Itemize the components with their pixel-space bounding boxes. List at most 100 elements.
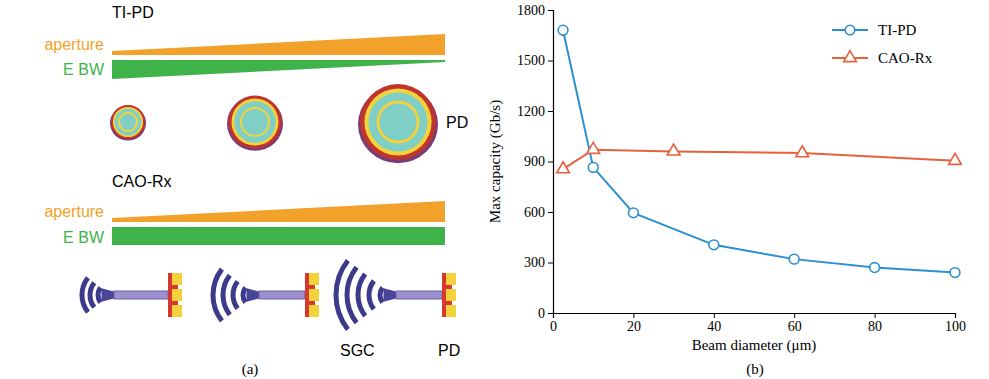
grating-arc: [380, 288, 383, 303]
x-tick: 60: [788, 313, 802, 334]
pd-outer: [228, 95, 281, 148]
y-tick: 0: [538, 306, 553, 321]
y-tick-mark: [548, 111, 553, 112]
waveguide: [259, 291, 305, 299]
x-tick: 40: [707, 313, 721, 334]
series-marker: [587, 142, 600, 153]
grating-arc: [213, 269, 222, 321]
pd-pad: [446, 305, 456, 317]
grating-arc: [369, 281, 374, 309]
pd-label: PD: [438, 342, 460, 359]
y-tick-label: 1200: [517, 104, 545, 119]
y-tick-label: 300: [524, 255, 545, 270]
x-tick-label: 80: [868, 319, 882, 334]
pd-pad: [446, 273, 456, 285]
y-tick-label: 900: [524, 154, 545, 169]
x-tick-mark: [875, 313, 876, 318]
y-axis-title: Max capacity (Gb/s): [487, 100, 504, 223]
pd-ring: [378, 102, 418, 142]
y-axis: 0300600900120015001800: [517, 3, 554, 321]
panel-label: (b): [746, 361, 764, 378]
pd-pad: [309, 305, 319, 317]
row-title: TI-PD: [112, 4, 154, 21]
series-marker: [629, 208, 639, 218]
x-tick-label: 60: [788, 319, 802, 334]
legend-label: TI-PD: [878, 22, 916, 38]
series-marker: [870, 263, 880, 273]
ebw-label: E BW: [63, 61, 105, 78]
x-tick: 0: [550, 313, 557, 334]
pd-active: [115, 109, 142, 136]
x-tick-label: 20: [627, 319, 641, 334]
pd-pad: [172, 289, 182, 301]
grating-arc: [98, 288, 101, 303]
series-marker: [950, 268, 960, 278]
panel-label: (a): [242, 361, 259, 378]
legend-item: CAO-Rx: [832, 50, 933, 66]
legend-marker: [844, 51, 857, 62]
pd-contact: [231, 98, 278, 145]
series-marker: [667, 144, 680, 155]
y-tick-label: 0: [538, 306, 545, 321]
y-tick: 1800: [517, 3, 553, 18]
pd-contact: [113, 107, 143, 137]
y-tick: 1200: [517, 104, 553, 119]
series-marker: [709, 240, 719, 250]
legend-label: CAO-Rx: [878, 50, 933, 66]
pd-ring: [241, 108, 269, 136]
pd-icon: [358, 84, 438, 163]
pd-active: [234, 101, 275, 142]
panel-a: TI-PDapertureE BWPDCAO-RxapertureE BWSGC…: [44, 4, 468, 378]
figure: TI-PDapertureE BWPDCAO-RxapertureE BWSGC…: [0, 0, 989, 379]
legend-marker: [845, 25, 854, 34]
ebw-bar: [112, 227, 445, 245]
y-tick-label: 600: [524, 205, 545, 220]
x-tick-mark: [794, 313, 795, 318]
aperture-label: aperture: [44, 203, 104, 220]
y-tick-mark: [548, 212, 553, 213]
series-marker: [789, 254, 799, 264]
series-marker: [949, 153, 962, 164]
series-marker: [588, 163, 598, 173]
plot-marks: [557, 25, 962, 277]
ebw-wedge: [112, 60, 445, 79]
sgc-device: [213, 269, 319, 321]
legend: TI-PD CAO-Rx: [832, 22, 933, 66]
aperture-label: aperture: [44, 36, 104, 53]
y-tick-mark: [548, 263, 553, 264]
grating-arc: [233, 281, 238, 308]
pd-icon: [227, 95, 283, 150]
waveguide: [114, 291, 168, 299]
ebw-label: E BW: [63, 229, 105, 246]
x-tick-mark: [955, 313, 956, 318]
pd-pad: [309, 289, 319, 301]
y-tick: 900: [524, 154, 553, 169]
grating-arc: [243, 288, 246, 303]
x-tick-label: 0: [550, 319, 557, 334]
grating-arc: [82, 278, 88, 312]
series-marker: [557, 162, 570, 173]
grating-arc: [358, 274, 365, 316]
series-line: [563, 30, 955, 272]
y-tick: 300: [524, 255, 553, 270]
pd-active: [368, 92, 427, 151]
series-marker: [558, 25, 568, 35]
pd-outer: [111, 105, 145, 139]
aperture-wedge: [112, 34, 445, 55]
figure-svg: TI-PDapertureE BWPDCAO-RxapertureE BWSGC…: [0, 0, 989, 379]
x-tick-label: 40: [707, 319, 721, 334]
pd-ring: [119, 113, 137, 131]
x-tick-mark: [714, 313, 715, 318]
legend-item: TI-PD: [832, 22, 916, 38]
pd-contact: [364, 88, 431, 155]
x-axis-line: [554, 314, 956, 319]
pd-pad: [172, 305, 182, 317]
y-tick-mark: [548, 10, 553, 11]
sgc-device: [82, 273, 182, 317]
grating-arc: [90, 283, 94, 308]
pd-label: PD: [446, 114, 468, 131]
x-axis: 020406080100: [550, 313, 966, 334]
y-tick-mark: [548, 61, 553, 62]
x-tick: 80: [868, 313, 882, 334]
grating-arc: [347, 267, 357, 322]
